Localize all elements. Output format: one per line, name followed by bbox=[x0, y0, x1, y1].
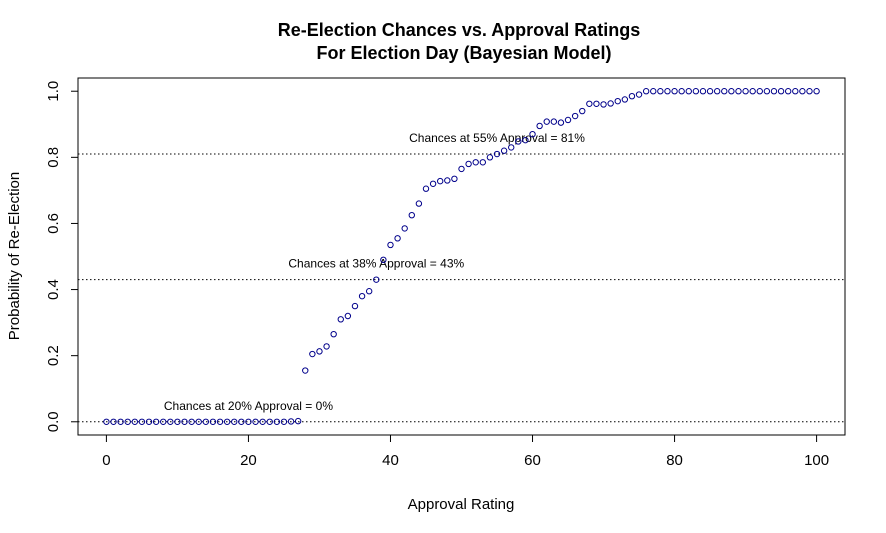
data-point bbox=[729, 89, 734, 94]
data-point bbox=[459, 166, 464, 171]
data-point bbox=[700, 89, 705, 94]
data-point bbox=[487, 155, 492, 160]
data-point bbox=[295, 418, 300, 423]
x-tick-label: 40 bbox=[382, 452, 399, 469]
x-axis-label: Approval Rating bbox=[408, 496, 515, 513]
x-tick-label: 80 bbox=[666, 452, 683, 469]
data-point bbox=[572, 113, 577, 118]
data-point bbox=[800, 89, 805, 94]
data-point bbox=[437, 178, 442, 183]
data-point bbox=[537, 123, 542, 128]
data-point bbox=[253, 419, 258, 424]
y-tick-label: 0.2 bbox=[45, 345, 62, 366]
data-point bbox=[707, 89, 712, 94]
data-point bbox=[125, 419, 130, 424]
data-point bbox=[764, 89, 769, 94]
data-point bbox=[409, 212, 414, 217]
y-axis-label: Probability of Re-Election bbox=[6, 172, 23, 340]
data-point bbox=[757, 89, 762, 94]
chart-title: Re-Election Chances vs. Approval Ratings bbox=[278, 20, 640, 40]
data-point bbox=[608, 101, 613, 106]
data-point bbox=[629, 93, 634, 98]
y-tick-label: 0.8 bbox=[45, 147, 62, 168]
annotation-1: Chances at 38% Approval = 43% bbox=[288, 257, 464, 271]
y-tick-label: 0.0 bbox=[45, 411, 62, 432]
data-point bbox=[693, 89, 698, 94]
annotation-2: Chances at 55% Approval = 81% bbox=[409, 131, 585, 145]
chart-subtitle: For Election Day (Bayesian Model) bbox=[316, 43, 611, 63]
data-point bbox=[807, 89, 812, 94]
data-point bbox=[430, 181, 435, 186]
annotations: Chances at 20% Approval = 0% Chances at 3… bbox=[164, 131, 585, 413]
data-point bbox=[338, 317, 343, 322]
data-point bbox=[558, 120, 563, 125]
data-point bbox=[565, 117, 570, 122]
data-point bbox=[814, 89, 819, 94]
data-point bbox=[714, 89, 719, 94]
data-point bbox=[402, 226, 407, 231]
data-point bbox=[388, 242, 393, 247]
data-point bbox=[303, 368, 308, 373]
data-point bbox=[587, 101, 592, 106]
data-point bbox=[793, 89, 798, 94]
data-point bbox=[615, 98, 620, 103]
annotation-0: Chances at 20% Approval = 0% bbox=[164, 399, 333, 413]
y-tick-label: 0.4 bbox=[45, 279, 62, 300]
data-point bbox=[722, 89, 727, 94]
data-point bbox=[359, 293, 364, 298]
data-point bbox=[445, 178, 450, 183]
data-point bbox=[501, 148, 506, 153]
data-point bbox=[643, 89, 648, 94]
data-point bbox=[594, 101, 599, 106]
x-tick-label: 0 bbox=[102, 452, 110, 469]
data-point bbox=[544, 119, 549, 124]
y-tick-label: 1.0 bbox=[45, 81, 62, 102]
data-point bbox=[601, 102, 606, 107]
data-point bbox=[366, 289, 371, 294]
data-point bbox=[267, 419, 272, 424]
data-point bbox=[686, 89, 691, 94]
data-point bbox=[480, 160, 485, 165]
data-point bbox=[736, 89, 741, 94]
data-point bbox=[189, 419, 194, 424]
data-point bbox=[672, 89, 677, 94]
data-point bbox=[665, 89, 670, 94]
data-point bbox=[778, 89, 783, 94]
data-point bbox=[551, 119, 556, 124]
x-tick-label: 60 bbox=[524, 452, 541, 469]
data-point bbox=[771, 89, 776, 94]
data-point bbox=[395, 236, 400, 241]
data-point bbox=[352, 303, 357, 308]
data-point bbox=[416, 201, 421, 206]
data-point bbox=[622, 97, 627, 102]
data-point bbox=[658, 89, 663, 94]
data-point bbox=[785, 89, 790, 94]
data-point bbox=[345, 313, 350, 318]
data-point bbox=[750, 89, 755, 94]
data-point bbox=[324, 344, 329, 349]
reference-lines bbox=[78, 154, 845, 422]
data-point bbox=[651, 89, 656, 94]
data-point bbox=[509, 145, 514, 150]
data-point bbox=[423, 186, 428, 191]
data-point bbox=[203, 419, 208, 424]
data-point bbox=[466, 161, 471, 166]
data-point bbox=[139, 419, 144, 424]
y-tick-label: 0.6 bbox=[45, 213, 62, 234]
data-point bbox=[636, 92, 641, 97]
x-tick-label: 20 bbox=[240, 452, 257, 469]
data-point bbox=[473, 160, 478, 165]
data-point bbox=[331, 331, 336, 336]
data-point bbox=[679, 89, 684, 94]
data-point bbox=[743, 89, 748, 94]
x-axis: 0 20 40 60 80 100 bbox=[102, 435, 829, 469]
data-point bbox=[580, 108, 585, 113]
y-axis: 0.0 0.2 0.4 0.6 0.8 1.0 bbox=[45, 81, 78, 432]
data-point bbox=[310, 351, 315, 356]
data-point bbox=[317, 349, 322, 354]
data-point bbox=[452, 176, 457, 181]
x-tick-label: 100 bbox=[804, 452, 829, 469]
